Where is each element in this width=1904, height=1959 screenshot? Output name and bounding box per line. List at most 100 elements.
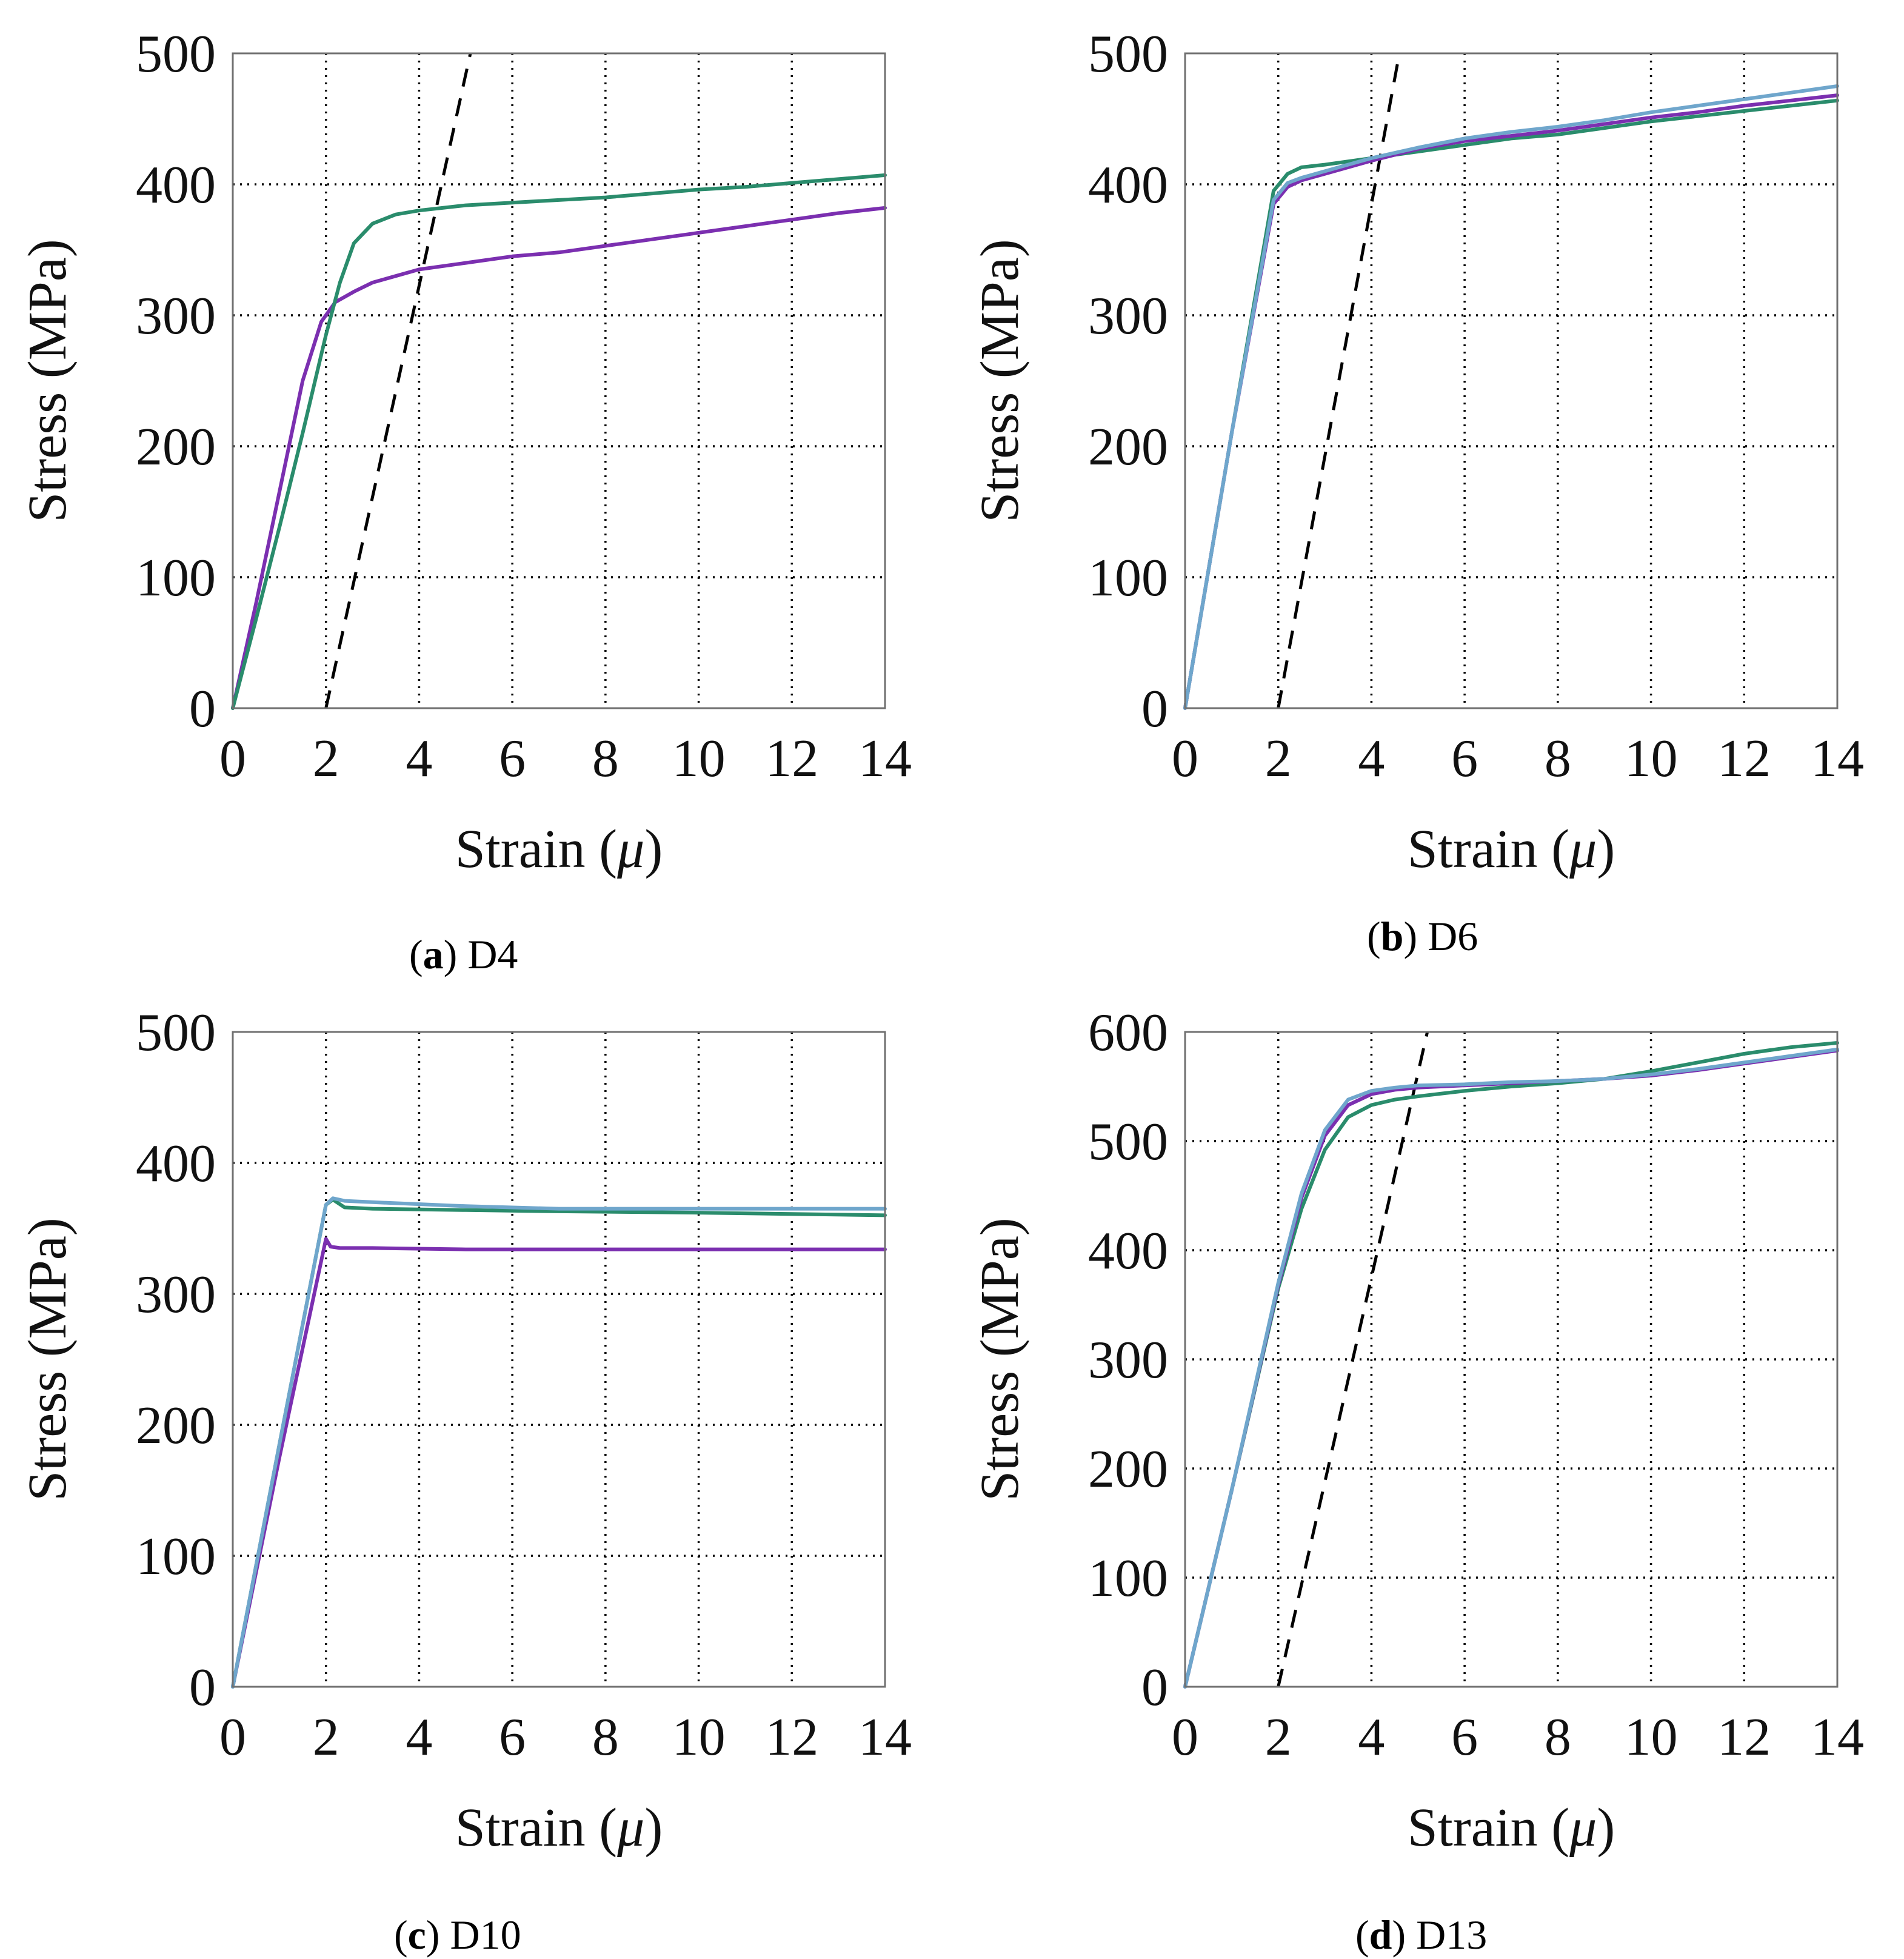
x-axis-label: Strain (μ) (455, 1798, 663, 1858)
gridlines (233, 53, 885, 708)
series-line-purple (1183, 93, 1839, 710)
y-tick-label: 300 (136, 287, 216, 346)
x-axis-label: Strain (μ) (455, 819, 663, 879)
y-tick-label: 400 (1088, 1222, 1168, 1281)
y-tick-label: 0 (1141, 680, 1168, 738)
caption-title: D6 (1428, 913, 1478, 959)
panel-d: 0 2 4 6 8 10 12 14 0 100 200 300 400 500 600 Strain (μ)… (952, 979, 1904, 1958)
y-tick-label: 600 (1088, 1003, 1168, 1062)
x-tick-label: 8 (1545, 1708, 1571, 1767)
x-tick-label: 10 (672, 1708, 726, 1767)
x-axis-label-text: Strain ( (455, 1798, 617, 1858)
x-tick-label: 4 (1358, 1708, 1385, 1767)
y-tick-label: 500 (136, 1003, 216, 1062)
x-axis-label-symbol: μ (1569, 1798, 1597, 1858)
y-tick-label: 100 (1088, 549, 1168, 608)
y-axis-label: Stress (MPa) (970, 239, 1030, 523)
x-tick-label: 0 (219, 1708, 246, 1767)
x-tick-label: 12 (765, 1708, 818, 1767)
series-line-blue (1183, 1047, 1839, 1689)
caption-letter: a (423, 931, 444, 977)
x-tick-label: 8 (1545, 729, 1571, 788)
plot-frame (1184, 1031, 1839, 1688)
plot-frame (232, 52, 886, 709)
x-axis-label-end: ) (644, 1798, 663, 1858)
y-axis-label: Stress (MPa) (970, 1217, 1030, 1501)
y-tick-label: 500 (136, 25, 216, 84)
series-line-green (231, 1197, 887, 1689)
chart-d: 0 2 4 6 8 10 12 14 0 100 200 300 400 500 600 Strain (μ)… (970, 1003, 1864, 1858)
x-tick-label: 6 (499, 729, 526, 788)
offset-reference-line (324, 53, 472, 709)
x-tick-label: 4 (1358, 729, 1385, 788)
y-tick-label: 100 (136, 549, 216, 608)
x-axis-label-text: Strain ( (1408, 1798, 1569, 1858)
plot-frame (1184, 52, 1839, 709)
y-tick-label: 200 (136, 1396, 216, 1455)
x-tick-label: 2 (1265, 1708, 1292, 1767)
y-tick-label: 100 (1088, 1549, 1168, 1608)
x-tick-label: 12 (1717, 729, 1771, 788)
x-axis-label-symbol: μ (616, 819, 644, 879)
x-tick-label: 12 (765, 729, 818, 788)
y-tick-label: 0 (189, 1658, 216, 1717)
x-tick-label: 10 (672, 729, 726, 788)
x-tick-label: 6 (1451, 1708, 1478, 1767)
x-tick-label: 2 (1265, 729, 1292, 788)
x-axis-label-text: Strain ( (1408, 819, 1569, 879)
x-axis-label: Strain (μ) (1408, 1798, 1615, 1858)
caption-c: (c) D10 (394, 1912, 521, 1958)
gridlines (1185, 1032, 1837, 1687)
gridlines (233, 1032, 885, 1687)
x-axis-label-end: ) (1597, 1798, 1615, 1858)
y-tick-label: 200 (136, 418, 216, 477)
x-tick-label: 14 (858, 1708, 912, 1767)
x-axis-label-symbol: μ (616, 1798, 644, 1858)
x-axis-label-end: ) (644, 819, 663, 879)
x-tick-label: 14 (1811, 1708, 1864, 1767)
x-tick-label: 4 (406, 729, 432, 788)
x-axis-label-end: ) (1597, 819, 1615, 879)
x-tick-label: 0 (1172, 729, 1198, 788)
plot-frame (232, 1031, 886, 1688)
x-tick-label: 2 (313, 729, 339, 788)
y-tick-label: 400 (1088, 156, 1168, 215)
series-line-blue (231, 1196, 887, 1689)
x-tick-label: 0 (1172, 1708, 1198, 1767)
y-tick-label: 300 (1088, 1331, 1168, 1390)
series-line-green (1183, 1041, 1839, 1689)
series-line-purple (231, 1237, 887, 1689)
caption-title: D4 (467, 931, 518, 977)
caption-d: (d) D13 (1355, 1912, 1488, 1958)
caption-title: D13 (1416, 1912, 1488, 1958)
panel-c: 0 2 4 6 8 10 12 14 0 100 200 300 400 500 Strain (μ) Str… (0, 979, 952, 1958)
y-tick-label: 300 (1088, 287, 1168, 346)
series-line-green (231, 173, 887, 710)
x-tick-label: 12 (1717, 1708, 1771, 1767)
y-axis-label: Stress (MPa) (18, 239, 78, 523)
y-tick-label: 200 (1088, 418, 1168, 477)
gridlines (1185, 53, 1837, 708)
caption-letter: c (407, 1912, 426, 1958)
y-axis-label: Stress (MPa) (18, 1217, 78, 1501)
y-tick-label: 0 (1141, 1658, 1168, 1717)
y-tick-label: 400 (136, 1134, 216, 1193)
x-tick-label: 6 (499, 1708, 526, 1767)
offset-reference-line (1277, 1031, 1429, 1687)
x-tick-label: 2 (313, 1708, 339, 1767)
series-line-green (1183, 98, 1839, 710)
y-tick-label: 300 (136, 1265, 216, 1324)
x-tick-label: 4 (406, 1708, 432, 1767)
y-tick-label: 400 (136, 156, 216, 215)
x-axis-label: Strain (μ) (1408, 819, 1615, 879)
x-axis-label-symbol: μ (1569, 819, 1597, 879)
series-line-purple (1183, 1048, 1839, 1689)
y-tick-label: 0 (189, 680, 216, 738)
x-tick-label: 6 (1451, 729, 1478, 788)
y-tick-label: 100 (136, 1527, 216, 1586)
x-tick-label: 0 (219, 729, 246, 788)
offset-reference-line (1277, 53, 1401, 709)
